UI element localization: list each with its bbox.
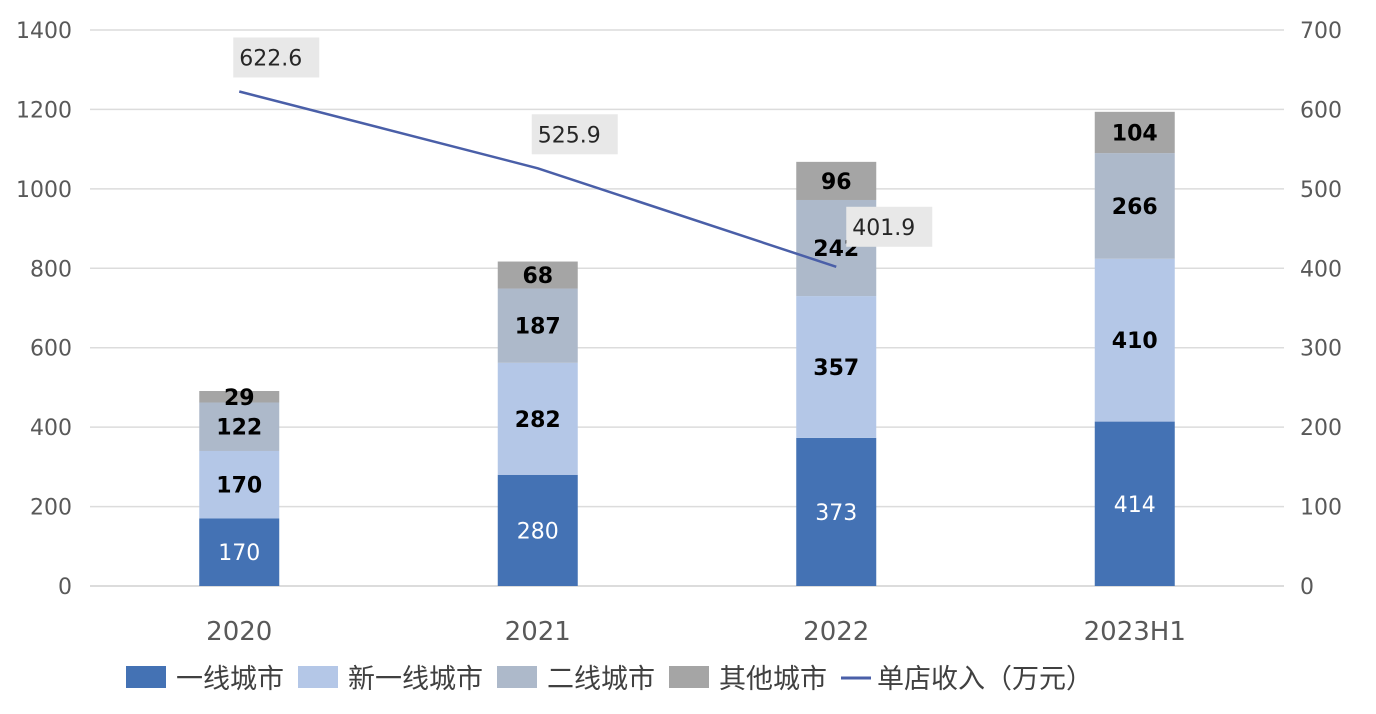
left-y-axis: 0 200 400 600 800 1000 1200 1400 bbox=[16, 19, 72, 600]
bar-data-label: 187 bbox=[515, 315, 561, 340]
line-data-label-bg bbox=[233, 37, 320, 78]
y-left-tick-label: 600 bbox=[30, 337, 72, 362]
bar-data-label: 122 bbox=[216, 416, 262, 441]
y-right-tick-label: 500 bbox=[1300, 178, 1342, 203]
x-category-label: 2021 bbox=[505, 617, 571, 647]
y-left-tick-label: 1400 bbox=[16, 19, 72, 44]
right-y-axis: 0 100 200 300 400 500 600 700 bbox=[1300, 19, 1342, 600]
bar-segment bbox=[1094, 111, 1175, 154]
bar-segment bbox=[796, 437, 877, 586]
legend-label: 新一线城市 bbox=[348, 664, 483, 695]
bar-data-label: 68 bbox=[522, 264, 553, 289]
x-axis: 2020 2021 2022 2023H1 bbox=[206, 617, 1186, 647]
line-data-label: 622.6 bbox=[239, 46, 302, 71]
bar-segment bbox=[199, 450, 280, 519]
bar-segment bbox=[497, 474, 578, 586]
line-data-label: 525.9 bbox=[538, 123, 601, 148]
y-right-tick-label: 0 bbox=[1300, 575, 1314, 600]
legend-swatch bbox=[298, 666, 338, 688]
bar-data-label: 29 bbox=[224, 386, 255, 411]
y-left-tick-label: 200 bbox=[30, 496, 72, 521]
bars: 1701701222928028218768373357242964144102… bbox=[199, 111, 1175, 586]
legend-swatch bbox=[669, 666, 709, 688]
bar-segment bbox=[199, 391, 280, 403]
y-right-tick-label: 400 bbox=[1300, 257, 1342, 282]
line-data-label-bg bbox=[531, 114, 618, 155]
bar-data-label: 280 bbox=[517, 519, 559, 544]
bar-data-label: 414 bbox=[1114, 493, 1156, 518]
bar-data-label: 373 bbox=[815, 501, 857, 526]
bar-segment bbox=[497, 288, 578, 363]
x-category-label: 2020 bbox=[206, 617, 272, 647]
y-right-tick-label: 700 bbox=[1300, 19, 1342, 44]
line-data-label: 401.9 bbox=[852, 216, 915, 241]
bar-data-label: 357 bbox=[813, 356, 859, 381]
y-left-tick-label: 800 bbox=[30, 257, 72, 282]
bar-data-label: 266 bbox=[1112, 195, 1158, 220]
y-left-tick-label: 1200 bbox=[16, 98, 72, 123]
y-right-tick-label: 300 bbox=[1300, 337, 1342, 362]
legend-swatch bbox=[497, 666, 537, 688]
bar-data-label: 410 bbox=[1112, 329, 1158, 354]
legend-label: 一线城市 bbox=[176, 664, 284, 695]
y-left-tick-label: 400 bbox=[30, 416, 72, 441]
y-right-tick-label: 600 bbox=[1300, 98, 1342, 123]
line-series bbox=[238, 90, 837, 268]
legend: 一线城市 新一线城市 二线城市 其他城市 单店收入（万元） bbox=[126, 664, 1093, 695]
bar-segment bbox=[497, 362, 578, 475]
bar-data-label: 96 bbox=[821, 170, 852, 195]
bar-segment bbox=[1094, 258, 1175, 422]
bar-segment bbox=[199, 518, 280, 586]
legend-swatch bbox=[126, 666, 166, 688]
legend-label: 二线城市 bbox=[547, 664, 655, 695]
y-right-tick-label: 200 bbox=[1300, 416, 1342, 441]
bar-segment bbox=[1094, 153, 1175, 259]
gridlines bbox=[90, 29, 1284, 587]
y-right-tick-label: 100 bbox=[1300, 496, 1342, 521]
legend-label: 其他城市 bbox=[719, 664, 827, 695]
bar-segment bbox=[199, 402, 280, 451]
y-left-tick-label: 1000 bbox=[16, 178, 72, 203]
bar-segment bbox=[796, 296, 877, 438]
bar-segment bbox=[497, 261, 578, 289]
bar-data-label: 170 bbox=[216, 474, 262, 499]
bar-data-label: 170 bbox=[218, 541, 260, 566]
y-left-tick-label: 0 bbox=[58, 575, 72, 600]
bar-segment bbox=[1094, 421, 1175, 586]
legend-label: 单店收入（万元） bbox=[877, 664, 1093, 695]
bar-data-label: 104 bbox=[1112, 121, 1158, 146]
line-data-label-bg bbox=[846, 206, 933, 247]
x-category-label: 2023H1 bbox=[1084, 617, 1186, 647]
revenue-line: 622.6 525.9 401.9 bbox=[233, 37, 933, 268]
x-category-label: 2022 bbox=[803, 617, 869, 647]
bar-segment bbox=[796, 161, 877, 200]
bar-data-label: 282 bbox=[515, 408, 561, 433]
